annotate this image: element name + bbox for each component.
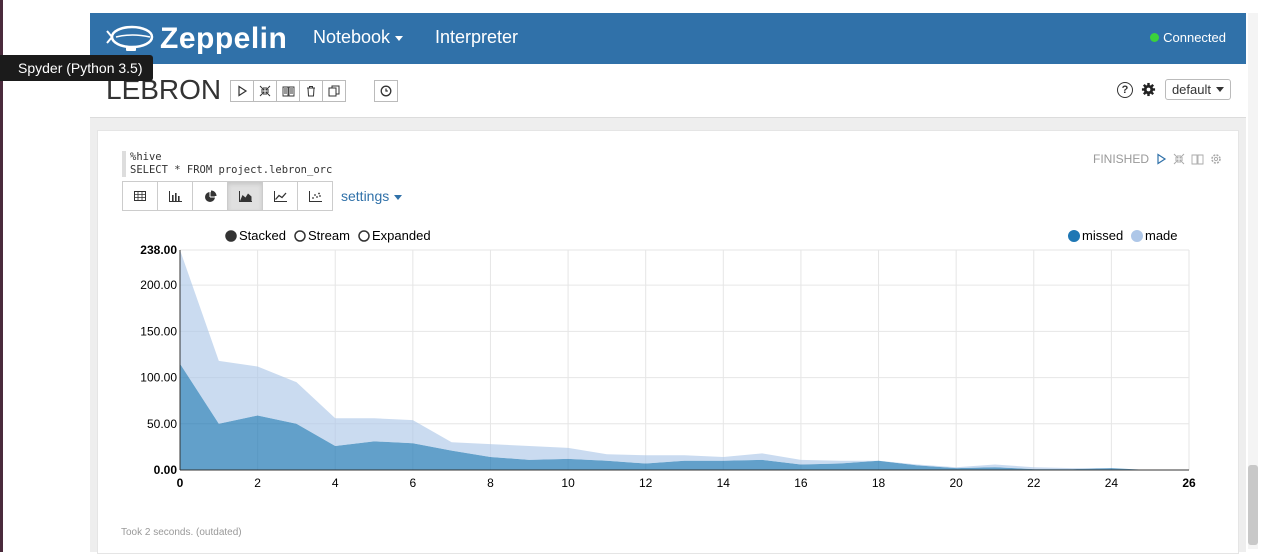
- scatter-chart-icon: [308, 190, 322, 202]
- note-header: LEBRON ?: [90, 64, 1246, 118]
- chevron-down-icon: [395, 35, 404, 41]
- interpreter-link[interactable]: Interpreter: [435, 27, 519, 47]
- code-editor[interactable]: %hive SELECT * FROM project.lebron_orc: [122, 151, 332, 177]
- pie-chart-button[interactable]: [192, 181, 228, 211]
- clear-output-button[interactable]: [299, 80, 323, 102]
- paragraph-status: FINISHED: [1092, 152, 1149, 166]
- area-chart-button[interactable]: [227, 181, 263, 211]
- pie-chart-icon: [204, 190, 216, 202]
- gear-icon[interactable]: [1141, 82, 1156, 97]
- clone-note-button[interactable]: [322, 80, 346, 102]
- help-icon[interactable]: ?: [1116, 81, 1133, 98]
- bar-chart-button[interactable]: [157, 181, 193, 211]
- clone-icon: [328, 85, 340, 97]
- note-toolbar: [230, 80, 346, 102]
- run-all-button[interactable]: [230, 80, 254, 102]
- play-icon: [238, 85, 248, 97]
- book-icon[interactable]: [1191, 153, 1204, 165]
- bar-chart-icon: [168, 190, 182, 202]
- clock-icon: [380, 85, 392, 97]
- table-icon: [134, 191, 146, 201]
- connection-status-text: Connected: [1163, 30, 1226, 45]
- trash-icon: [307, 86, 315, 97]
- status-dot-icon: [1150, 33, 1160, 42]
- interpreter-binding-select[interactable]: default: [1164, 79, 1231, 100]
- visualization-toolbar: [122, 181, 333, 211]
- zeppelin-logo-icon: [106, 25, 154, 51]
- code-line-1: %hive: [130, 151, 162, 163]
- area-chart-icon: [238, 190, 252, 202]
- collapse-icon: [259, 85, 271, 97]
- line-chart-icon: [273, 190, 287, 202]
- chevron-down-icon: [394, 194, 403, 200]
- execution-time: Took 2 seconds. (outdated): [121, 527, 242, 538]
- notebook-menu[interactable]: Notebook: [313, 27, 404, 48]
- paragraph: %hive SELECT * FROM project.lebron_orc F…: [97, 130, 1239, 554]
- desktop-edge: [0, 0, 3, 552]
- hide-code-button[interactable]: [253, 80, 277, 102]
- note-header-right: ? default: [1116, 79, 1231, 100]
- connection-status: Connected: [1150, 30, 1226, 45]
- interpreter-binding-label: default: [1171, 82, 1211, 97]
- settings-label: settings: [341, 188, 390, 204]
- run-paragraph-icon[interactable]: [1155, 153, 1167, 165]
- chevron-down-icon: [1216, 87, 1224, 92]
- zeppelin-app: Zeppelin Notebook Interpreter Connected …: [90, 13, 1246, 554]
- launcher-tooltip: Spyder (Python 3.5): [0, 55, 153, 81]
- gear-icon[interactable]: [1210, 153, 1222, 165]
- scrollbar-thumb[interactable]: [1248, 465, 1258, 545]
- code-line-2: SELECT * FROM project.lebron_orc: [130, 164, 333, 176]
- collapse-icon[interactable]: [1173, 153, 1185, 165]
- scatter-chart-button[interactable]: [297, 181, 333, 211]
- table-view-button[interactable]: [122, 181, 158, 211]
- line-chart-button[interactable]: [262, 181, 298, 211]
- book-icon: [282, 86, 294, 97]
- scrollbar-track[interactable]: [1248, 13, 1258, 549]
- brand[interactable]: Zeppelin: [106, 19, 287, 59]
- hide-output-button[interactable]: [276, 80, 300, 102]
- brand-name: Zeppelin: [160, 22, 288, 55]
- scheduler-button[interactable]: [374, 80, 398, 102]
- notebook-menu-label: Notebook: [313, 27, 391, 47]
- settings-toggle[interactable]: settings: [341, 188, 403, 204]
- paragraph-controls: FINISHED: [1093, 152, 1222, 166]
- navbar: Zeppelin Notebook Interpreter Connected: [90, 13, 1246, 64]
